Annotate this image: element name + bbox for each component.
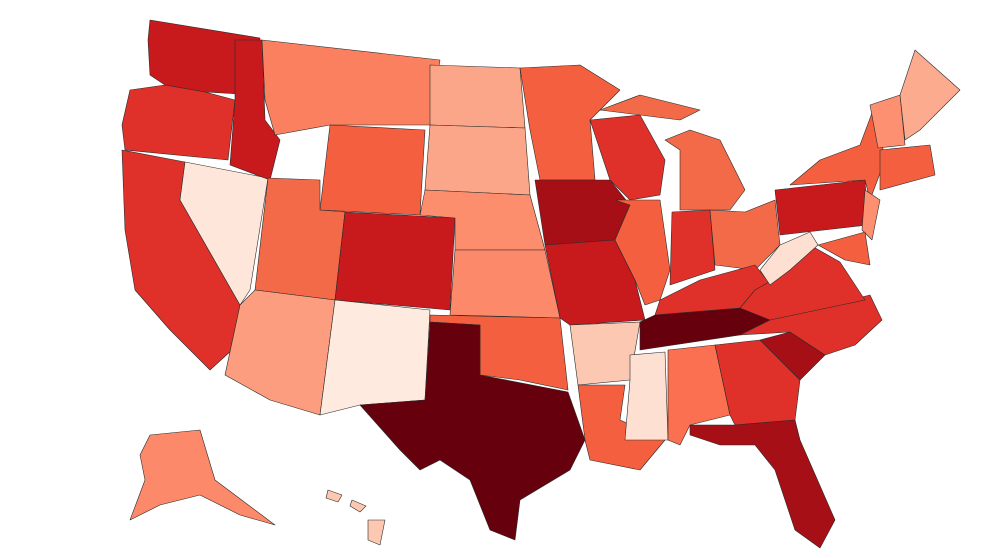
state-shape [879, 144, 936, 191]
state-shape [319, 124, 426, 216]
state-shape [129, 429, 276, 526]
state-shape [817, 231, 871, 266]
state-shape [624, 351, 669, 441]
state-shape [689, 419, 836, 549]
state-shape [664, 129, 746, 211]
state-shape [367, 519, 386, 546]
state-shape [899, 49, 961, 141]
state-shape [325, 489, 343, 503]
state-shape [869, 94, 906, 149]
state-shape [669, 209, 716, 286]
state-shape [179, 161, 269, 306]
state-shape [861, 189, 881, 241]
state-shape [359, 321, 586, 541]
state-shape [599, 94, 701, 121]
state-shape [349, 499, 367, 513]
state-shape [774, 179, 869, 236]
state-shape [424, 124, 531, 196]
state-shape [739, 294, 883, 356]
state-shape [759, 231, 819, 286]
state-shape [614, 199, 671, 306]
state-shape [569, 321, 641, 386]
state-shape [224, 289, 336, 416]
state-shape [334, 211, 456, 311]
state-shape [429, 64, 526, 129]
state-shape [261, 39, 441, 136]
state-shape [534, 179, 631, 246]
state-shape [519, 64, 621, 181]
state-shape [319, 299, 431, 416]
state-shape [577, 384, 666, 471]
state-shape [449, 249, 561, 319]
state-shape [121, 84, 236, 161]
